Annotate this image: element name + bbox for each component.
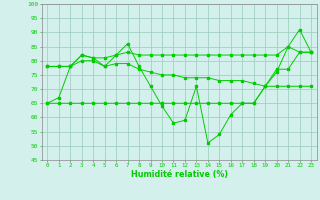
X-axis label: Humidité relative (%): Humidité relative (%) [131,170,228,179]
